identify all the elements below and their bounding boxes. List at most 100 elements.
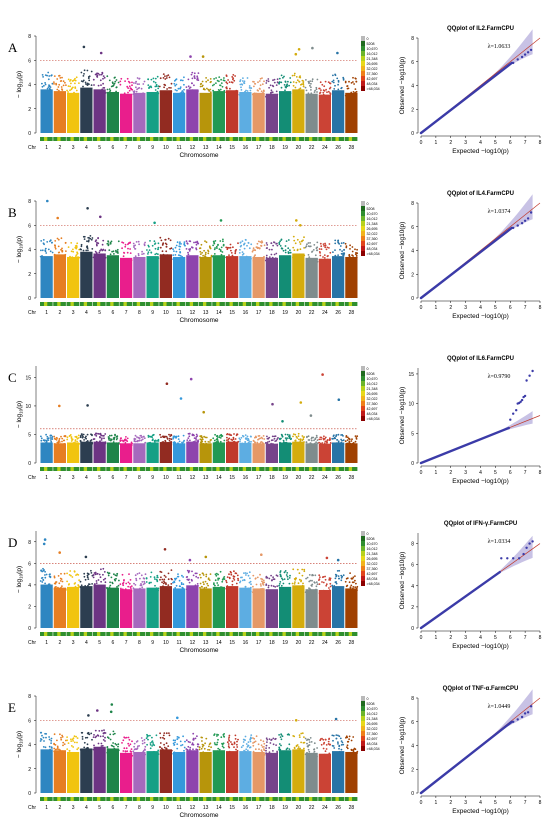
density-segment bbox=[308, 302, 313, 306]
snp-point bbox=[83, 586, 86, 589]
snp-point bbox=[249, 740, 252, 743]
snp-point bbox=[202, 572, 204, 575]
chromosome-body bbox=[67, 751, 80, 793]
snp-point bbox=[45, 733, 48, 735]
snp-point bbox=[278, 77, 281, 80]
snp-point bbox=[176, 590, 178, 593]
snp-point bbox=[341, 250, 343, 253]
snp-point bbox=[147, 434, 150, 437]
snp-point bbox=[42, 736, 45, 739]
chromosome-body bbox=[159, 442, 172, 463]
snp-point bbox=[254, 752, 257, 755]
snp-point bbox=[228, 734, 231, 737]
qq-tail-point bbox=[523, 712, 527, 715]
chromosome-label: 12 bbox=[190, 475, 196, 481]
snp-point bbox=[86, 576, 89, 579]
chromosome-label: 12 bbox=[190, 640, 196, 646]
snp-point bbox=[71, 738, 74, 741]
chromosome-body bbox=[53, 254, 66, 298]
snp-point bbox=[74, 93, 77, 96]
snp-point bbox=[124, 245, 127, 248]
snp-point bbox=[74, 585, 77, 588]
snp-point bbox=[195, 433, 198, 436]
snp-point bbox=[329, 585, 332, 588]
chromosome-28-points bbox=[344, 76, 358, 133]
chromosome-body bbox=[159, 586, 172, 628]
snp-point bbox=[113, 258, 115, 260]
snp-point bbox=[275, 84, 278, 86]
snp-point bbox=[107, 436, 110, 438]
legend-swatch bbox=[361, 546, 365, 551]
snp-point bbox=[66, 748, 69, 750]
significant-snp-point bbox=[299, 224, 302, 227]
snp-point bbox=[221, 745, 224, 748]
snp-point bbox=[338, 93, 341, 96]
qq-x-tick-label: 1 bbox=[434, 470, 437, 476]
chromosome-body bbox=[80, 441, 93, 463]
qq-y-tick-label: 6 bbox=[411, 720, 414, 726]
snp-point bbox=[154, 253, 157, 256]
snp-point bbox=[176, 89, 178, 92]
snp-point bbox=[212, 244, 215, 247]
snp-point bbox=[45, 252, 48, 254]
snp-point bbox=[150, 581, 152, 584]
snp-point bbox=[100, 255, 103, 257]
snp-point bbox=[134, 438, 137, 440]
snp-point bbox=[150, 78, 153, 81]
snp-point bbox=[201, 740, 203, 742]
snp-point bbox=[48, 87, 51, 90]
snp-point bbox=[341, 741, 344, 744]
snp-point bbox=[298, 253, 301, 256]
snp-point bbox=[252, 574, 255, 577]
legend-swatch bbox=[361, 61, 365, 66]
snp-point bbox=[204, 580, 207, 583]
snp-point bbox=[319, 242, 322, 245]
snp-point bbox=[245, 748, 248, 751]
chromosome-label: 7 bbox=[125, 310, 128, 316]
snp-point bbox=[101, 744, 104, 747]
snp-point bbox=[280, 733, 282, 736]
density-segment bbox=[176, 302, 180, 306]
chromosome-body bbox=[199, 443, 212, 463]
snp-point bbox=[301, 574, 304, 577]
snp-point bbox=[295, 745, 298, 748]
snp-point bbox=[252, 744, 255, 747]
snp-point bbox=[279, 245, 282, 247]
snp-point bbox=[315, 581, 318, 584]
snp-point bbox=[355, 254, 358, 257]
snp-point bbox=[350, 91, 353, 94]
snp-point bbox=[281, 578, 284, 581]
snp-point bbox=[40, 569, 43, 572]
snp-point bbox=[140, 434, 143, 437]
density-segment bbox=[189, 797, 194, 801]
snp-point bbox=[240, 752, 243, 755]
snp-point bbox=[312, 249, 315, 251]
snp-point bbox=[230, 252, 233, 254]
snp-point bbox=[351, 438, 353, 441]
snp-point bbox=[49, 250, 52, 253]
snp-point bbox=[177, 435, 180, 438]
significant-snp-point bbox=[204, 555, 208, 559]
chromosome-8-points bbox=[132, 240, 147, 298]
chromosome-22-points bbox=[304, 78, 319, 133]
snp-point bbox=[149, 576, 152, 578]
qq-observed-points bbox=[419, 426, 510, 465]
significant-snp-point bbox=[99, 51, 103, 55]
chromosome-16-points bbox=[238, 238, 253, 298]
snp-point bbox=[160, 436, 162, 439]
snp-point bbox=[42, 578, 45, 581]
snp-point bbox=[292, 435, 294, 438]
snp-point bbox=[311, 583, 314, 586]
snp-point bbox=[102, 239, 105, 242]
snp-point bbox=[316, 755, 318, 758]
snp-point bbox=[58, 437, 61, 440]
snp-point bbox=[316, 583, 319, 586]
qq-y-tick-label: 8 bbox=[411, 696, 414, 702]
snp-point bbox=[314, 254, 317, 257]
snp-point bbox=[172, 742, 175, 745]
snp-point bbox=[203, 583, 205, 586]
snp-point bbox=[296, 437, 299, 439]
snp-point bbox=[109, 738, 112, 741]
snp-point bbox=[218, 76, 221, 78]
chromosome-body bbox=[305, 443, 318, 463]
